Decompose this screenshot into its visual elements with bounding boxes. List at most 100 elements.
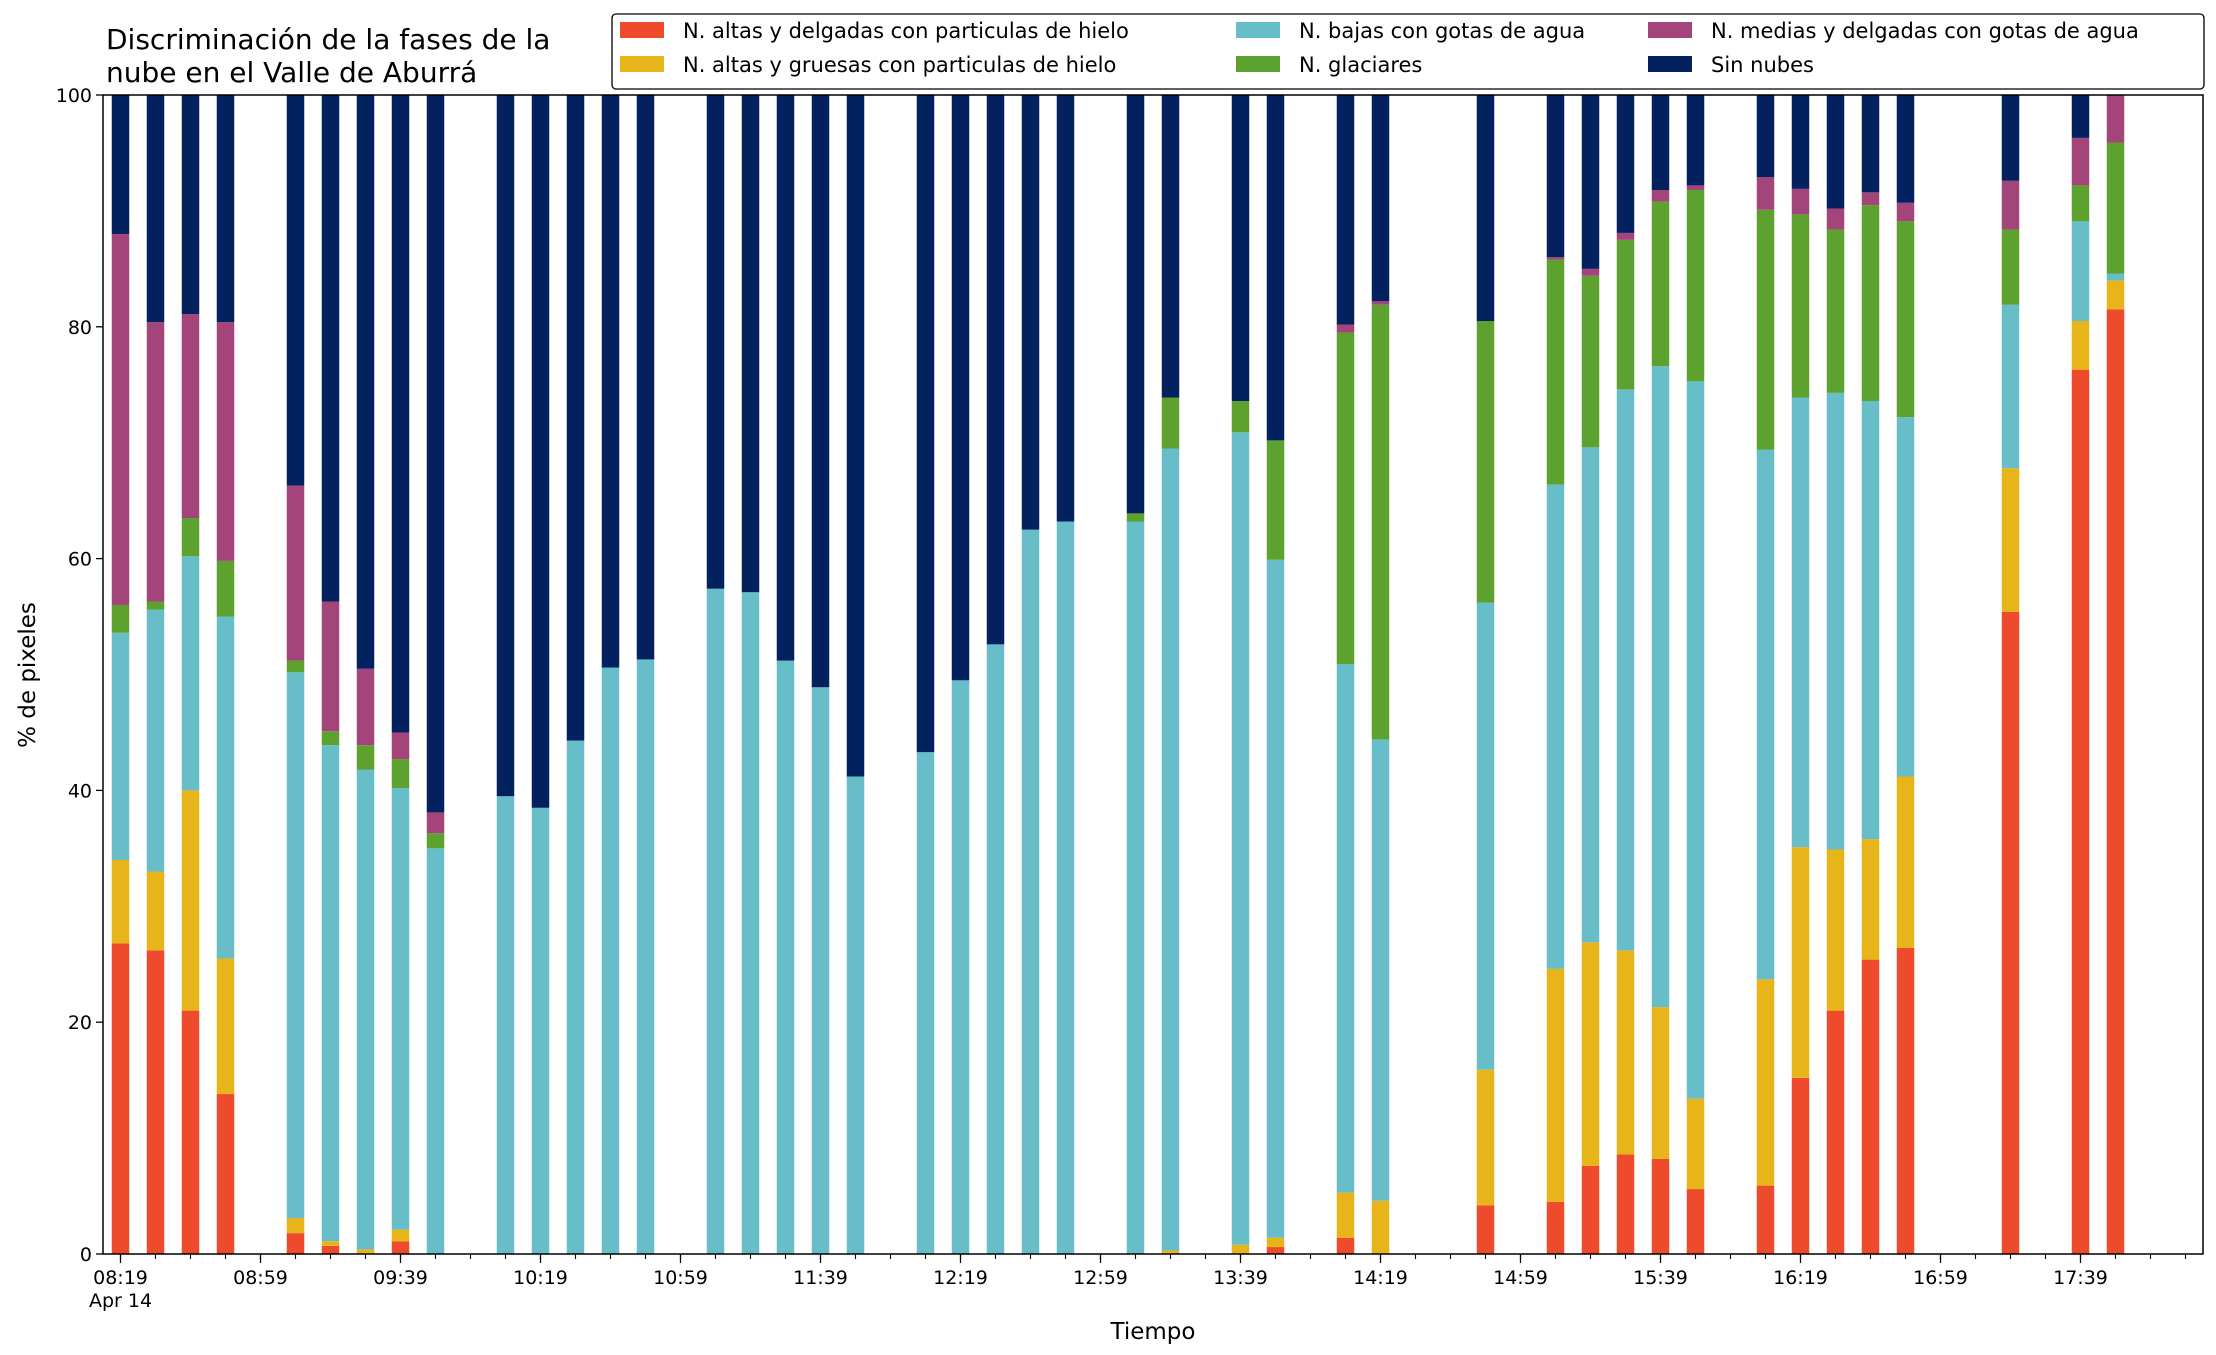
bar-segment-altas_gruesas	[1861, 839, 1880, 960]
y-tick-label: 20	[68, 1012, 92, 1034]
x-tick-label: 11:39	[793, 1267, 848, 1289]
x-tick-label: 17:39	[2053, 1267, 2108, 1289]
legend-frame	[611, 13, 2205, 90]
bar-segment-glaciares	[1581, 275, 1600, 448]
bar-segment-bajas_agua	[1546, 484, 1565, 969]
bar-segment-altas_delgadas	[1336, 1237, 1355, 1254]
bar-segment-sin_nubes	[1126, 95, 1145, 514]
bar-segment-bajas_agua	[2001, 304, 2020, 469]
bar-segment-medias_delgadas	[1791, 188, 1810, 215]
bar-segment-sin_nubes	[426, 95, 445, 813]
bar-segment-sin_nubes	[1336, 95, 1355, 325]
bar-segment-bajas_agua	[2071, 221, 2090, 321]
bar-segment-bajas_agua	[1161, 448, 1180, 1251]
bar-segment-bajas_agua	[111, 632, 130, 860]
bar-segment-sin_nubes	[1616, 95, 1635, 233]
legend-swatch	[1236, 56, 1280, 72]
chart-title: Discriminación de la fases de la nube en …	[106, 23, 550, 89]
bar-segment-sin_nubes	[776, 95, 795, 661]
bar-segment-altas_gruesas	[2071, 321, 2090, 370]
bar-segment-bajas_agua	[181, 556, 200, 791]
bar-segment-altas_gruesas	[1161, 1250, 1180, 1254]
bar-segment-altas_delgadas	[216, 1094, 235, 1254]
bar-segment-sin_nubes	[951, 95, 970, 681]
bar-segment-altas_gruesas	[2106, 280, 2125, 310]
bar-segment-bajas_agua	[916, 752, 935, 1254]
bars-layer	[111, 95, 2125, 1255]
bar-segment-altas_gruesas	[1756, 979, 1775, 1186]
bar-segment-sin_nubes	[601, 95, 620, 668]
bar-segment-glaciares	[1231, 400, 1250, 433]
bar-segment-sin_nubes	[741, 95, 760, 593]
bar-segment-altas_gruesas	[1616, 950, 1635, 1155]
bar-segment-medias_delgadas	[2071, 137, 2090, 186]
bar-segment-sin_nubes	[531, 95, 550, 808]
bar-segment-bajas_agua	[636, 659, 655, 1254]
chart-title-line: nube en el Valle de Aburrá	[106, 56, 477, 89]
bar-segment-sin_nubes	[2001, 95, 2020, 181]
bar-segment-altas_delgadas	[1861, 959, 1880, 1254]
bar-segment-glaciares	[1686, 190, 1705, 382]
bar-segment-sin_nubes	[1476, 95, 1495, 321]
bar-segment-bajas_agua	[1581, 447, 1600, 943]
bar-segment-altas_gruesas	[2001, 468, 2020, 612]
bar-segment-glaciares	[1896, 221, 1915, 418]
bar-segment-medias_delgadas	[1686, 185, 1705, 191]
bar-segment-sin_nubes	[1231, 95, 1250, 401]
bar-segment-sin_nubes	[321, 95, 340, 602]
bar-segment-bajas_agua	[496, 796, 515, 1254]
bar-segment-glaciares	[1756, 209, 1775, 450]
bar-segment-medias_delgadas	[1371, 301, 1390, 305]
y-tick-label: 60	[68, 549, 92, 571]
bar-segment-altas_gruesas	[181, 790, 200, 1011]
bar-segment-bajas_agua	[1056, 521, 1075, 1254]
bar-segment-altas_delgadas	[1896, 948, 1915, 1254]
bar-segment-sin_nubes	[811, 95, 830, 688]
bar-segment-sin_nubes	[1686, 95, 1705, 186]
y-axis: 0 20 40 60 80 100	[56, 85, 103, 1266]
bar-segment-bajas_agua	[1371, 739, 1390, 1201]
bar-segment-glaciares	[146, 601, 165, 610]
bar-segment-medias_delgadas	[1546, 257, 1565, 260]
bar-segment-bajas_agua	[1756, 449, 1775, 980]
bar-segment-sin_nubes	[2071, 95, 2090, 138]
bar-segment-sin_nubes	[146, 95, 165, 323]
legend-label: N. medias y delgadas con gotas de agua	[1711, 19, 2139, 43]
bar-segment-bajas_agua	[1826, 392, 1845, 850]
bar-segment-sin_nubes	[1861, 95, 1880, 193]
bar-segment-glaciares	[2001, 229, 2020, 305]
x-tick-label: 15:39	[1633, 1267, 1688, 1289]
bar-segment-medias_delgadas	[1826, 208, 1845, 230]
bar-segment-altas_delgadas	[286, 1233, 305, 1254]
bar-segment-glaciares	[356, 745, 375, 770]
bar-segment-altas_delgadas	[2071, 369, 2090, 1254]
bar-segment-bajas_agua	[1896, 417, 1915, 777]
bar-segment-altas_gruesas	[1791, 847, 1810, 1078]
bar-segment-bajas_agua	[741, 592, 760, 1254]
legend-label: Sin nubes	[1711, 53, 1814, 77]
bar-segment-glaciares	[1616, 239, 1635, 390]
bar-segment-bajas_agua	[601, 667, 620, 1254]
bar-segment-altas_delgadas	[1546, 1201, 1565, 1254]
x-tick-label: 10:59	[653, 1267, 708, 1289]
x-tick-label: 16:59	[1913, 1267, 1968, 1289]
bar-segment-medias_delgadas	[1756, 177, 1775, 210]
bar-segment-sin_nubes	[846, 95, 865, 777]
bar-segment-glaciares	[1476, 321, 1495, 603]
bar-segment-bajas_agua	[986, 644, 1005, 1254]
bar-segment-medias_delgadas	[286, 485, 305, 661]
bar-segment-bajas_agua	[846, 776, 865, 1254]
bar-segment-sin_nubes	[636, 95, 655, 660]
x-tick-label: 13:39	[1213, 1267, 1268, 1289]
bar-segment-altas_delgadas	[1826, 1010, 1845, 1254]
x-axis-label: Tiempo	[1110, 1319, 1196, 1345]
legend-label: N. altas y gruesas con particulas de hie…	[683, 53, 1116, 77]
bar-segment-altas_gruesas	[1336, 1192, 1355, 1238]
bar-segment-bajas_agua	[706, 588, 725, 1254]
bar-segment-bajas_agua	[1791, 397, 1810, 848]
bar-segment-glaciares	[1826, 229, 1845, 393]
x-tick-label: 10:19	[513, 1267, 568, 1289]
legend-swatch	[1648, 22, 1692, 38]
bar-segment-altas_gruesas	[321, 1241, 340, 1246]
